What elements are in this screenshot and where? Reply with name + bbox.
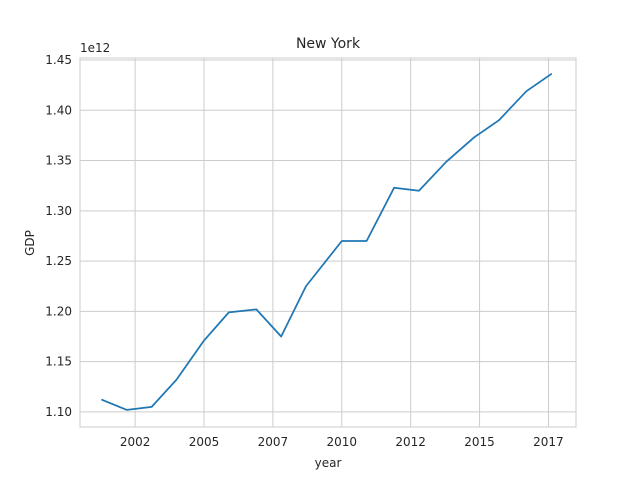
series-layer [101,73,553,411]
plot-frame [79,57,577,428]
x-tick-label: 2007 [258,435,289,449]
y-tick-label: 1.35 [45,154,72,168]
y-tick-label: 1.25 [45,254,72,268]
x-tick-label: 2017 [533,435,564,449]
x-tick-labels: 2002 2005 2007 2010 2012 2015 2017 [120,435,564,449]
y-tick-label: 1.15 [45,355,72,369]
x-tick-label: 2010 [327,435,358,449]
y-tick-labels: 1.10 1.15 1.20 1.25 1.30 1.35 1.40 1.45 [45,53,72,419]
y-offset-label: 1e12 [80,41,110,55]
grid [80,58,576,427]
x-tick-label: 2012 [395,435,426,449]
x-tick-label: 2015 [464,435,495,449]
x-axis-label: year [315,456,342,470]
x-tick-label: 2002 [120,435,151,449]
y-tick-label: 1.10 [45,405,72,419]
x-tick-label: 2005 [189,435,220,449]
y-tick-label: 1.30 [45,204,72,218]
gdp-series-line [101,73,553,411]
y-tick-label: 1.20 [45,304,72,318]
chart-title: New York [296,36,361,52]
y-tick-label: 1.45 [45,53,72,67]
y-tick-label: 1.40 [45,103,72,117]
y-axis-label: GDP [23,230,37,256]
